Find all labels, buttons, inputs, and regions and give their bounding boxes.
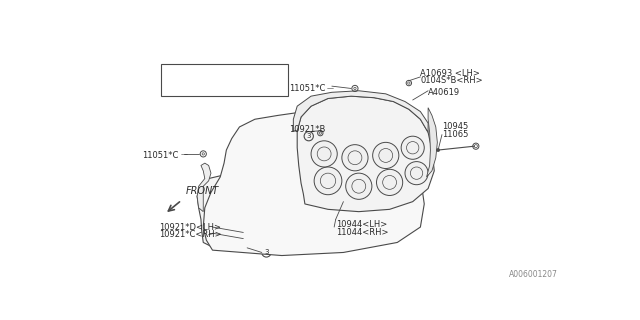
Circle shape <box>342 145 368 171</box>
Circle shape <box>346 173 372 199</box>
Circle shape <box>405 162 428 185</box>
Text: 3: 3 <box>307 133 311 139</box>
Text: FRONT: FRONT <box>186 186 219 196</box>
Polygon shape <box>427 108 437 177</box>
Text: 3: 3 <box>264 250 269 255</box>
Circle shape <box>436 148 440 152</box>
Text: 11051*C: 11051*C <box>289 84 326 93</box>
Text: A006001207: A006001207 <box>509 270 558 279</box>
Text: A10693 <LH>: A10693 <LH> <box>420 68 480 77</box>
Text: 10945: 10945 <box>442 123 468 132</box>
Text: A40619: A40619 <box>428 88 460 97</box>
Text: 10921*D<LH>: 10921*D<LH> <box>159 222 221 232</box>
Circle shape <box>376 169 403 196</box>
Text: —: — <box>326 85 333 92</box>
Circle shape <box>401 136 424 159</box>
Circle shape <box>372 142 399 169</box>
Polygon shape <box>204 112 424 256</box>
Polygon shape <box>197 163 211 212</box>
Text: —: — <box>180 151 187 157</box>
Polygon shape <box>297 96 435 212</box>
Text: A60656 ( -'08MY0710>: A60656 ( -'08MY0710> <box>181 68 278 76</box>
Text: 0104S*D ('08MY0710- >: 0104S*D ('08MY0710- > <box>181 84 283 92</box>
Text: 10944<LH>: 10944<LH> <box>336 220 387 229</box>
Text: 11051*C: 11051*C <box>141 151 178 160</box>
Bar <box>161 64 288 96</box>
Text: 10921*B: 10921*B <box>289 125 326 134</box>
Text: 10921*C<RH>: 10921*C<RH> <box>159 230 221 239</box>
Polygon shape <box>293 91 428 132</box>
Circle shape <box>311 141 337 167</box>
Text: 3: 3 <box>167 77 172 83</box>
Text: 0104S*B<RH>: 0104S*B<RH> <box>420 76 483 85</box>
Text: 11044<RH>: 11044<RH> <box>336 228 388 237</box>
Text: 11065: 11065 <box>442 130 468 139</box>
Circle shape <box>314 167 342 195</box>
Polygon shape <box>197 175 278 250</box>
